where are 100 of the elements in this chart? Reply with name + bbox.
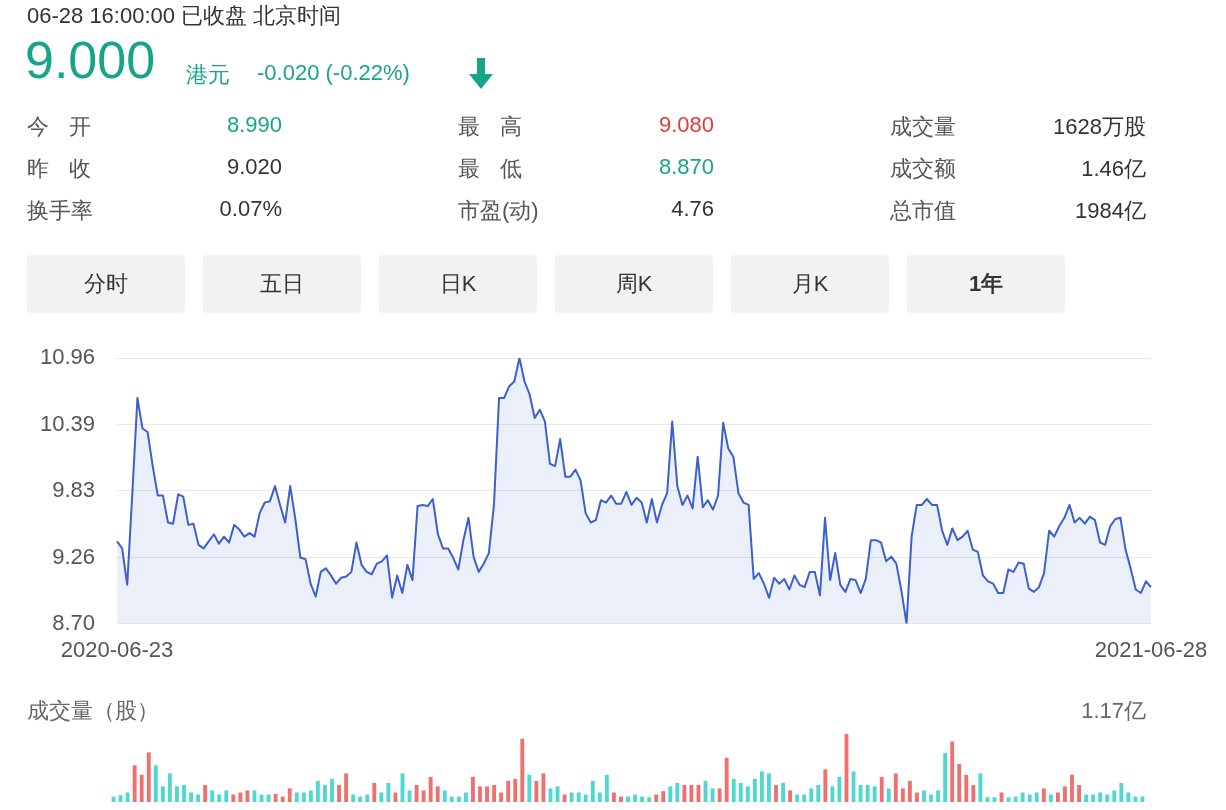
text: 港元 xyxy=(186,61,230,89)
bar xyxy=(752,778,757,802)
text: 分时 xyxy=(27,255,185,313)
text: 4.76 xyxy=(671,196,714,222)
bar xyxy=(386,782,391,802)
text: 最 高 xyxy=(458,113,523,141)
bar xyxy=(915,792,919,802)
bar xyxy=(837,776,842,802)
text: 日K xyxy=(379,255,537,313)
bar xyxy=(590,780,595,802)
text: 昨 收 xyxy=(27,155,92,183)
bar xyxy=(774,785,778,802)
bar xyxy=(731,778,736,802)
text: -0.020 (-0.22%) xyxy=(257,60,410,86)
bar xyxy=(710,788,715,802)
bar xyxy=(964,774,969,802)
text: 8.870 xyxy=(658,154,714,180)
bar xyxy=(1048,794,1053,802)
bar xyxy=(527,774,532,802)
y-tick-label: 10.39 xyxy=(39,411,96,437)
bar xyxy=(231,794,236,802)
text: 总市值 xyxy=(890,197,956,225)
bar xyxy=(280,796,285,802)
bar xyxy=(210,790,215,802)
text: 0.07% xyxy=(219,196,282,222)
bar xyxy=(886,788,891,802)
bar xyxy=(929,794,933,802)
bar xyxy=(633,794,637,802)
bar xyxy=(626,796,630,802)
bar xyxy=(203,785,208,802)
text: 五日 xyxy=(203,255,361,313)
bar xyxy=(1091,794,1096,802)
text: 月K xyxy=(731,255,889,313)
bar xyxy=(421,790,426,802)
text: 1.46亿 xyxy=(1081,155,1146,183)
bar xyxy=(1020,792,1025,802)
bar xyxy=(1063,786,1067,802)
text: 1年 xyxy=(907,255,1065,313)
y-tick-label: 9.83 xyxy=(52,476,96,502)
bar xyxy=(675,782,680,802)
bar xyxy=(393,792,398,802)
text: 06-28 16:00:00 已收盘 北京时间 xyxy=(27,2,342,30)
bar xyxy=(1098,792,1103,802)
y-tick-label: 10.96 xyxy=(39,344,96,370)
bar xyxy=(118,795,123,802)
bar xyxy=(985,797,990,802)
bar xyxy=(471,776,475,802)
bar xyxy=(442,790,447,802)
bar xyxy=(160,786,165,802)
bar xyxy=(1112,790,1117,802)
text: 换手率 xyxy=(27,197,93,225)
bar xyxy=(315,780,320,802)
bar xyxy=(689,785,694,802)
text: 1.17亿 xyxy=(1081,697,1146,725)
bar xyxy=(661,791,666,802)
bar xyxy=(1034,792,1039,802)
y-tick-label: 9.26 xyxy=(52,543,96,569)
bar xyxy=(1126,792,1131,802)
bar xyxy=(330,778,334,802)
bar xyxy=(569,792,574,802)
bar xyxy=(795,794,800,802)
bar xyxy=(957,763,962,802)
bar xyxy=(1077,785,1081,802)
bar xyxy=(365,794,370,802)
text: 8.990 xyxy=(226,112,282,138)
bar xyxy=(654,794,659,802)
bar xyxy=(132,765,137,802)
bar xyxy=(153,765,158,802)
bar xyxy=(139,774,144,802)
bar xyxy=(541,773,546,802)
bar xyxy=(767,773,771,802)
bar xyxy=(717,788,722,802)
bar xyxy=(978,773,983,802)
text: 1984亿 xyxy=(1075,197,1146,225)
text: 成交额 xyxy=(890,155,956,183)
bar xyxy=(1041,788,1046,802)
bar xyxy=(294,792,299,802)
bar xyxy=(273,793,278,802)
bar xyxy=(534,780,539,802)
bar xyxy=(1105,794,1110,802)
bar xyxy=(224,790,229,802)
bar xyxy=(647,797,652,802)
text: 市盈(动) xyxy=(458,197,539,225)
bar xyxy=(506,780,511,802)
bar xyxy=(414,785,419,802)
bar xyxy=(196,794,201,802)
text: 最 低 xyxy=(458,155,523,183)
bar xyxy=(456,796,461,802)
bar xyxy=(872,786,877,802)
bar xyxy=(323,785,327,802)
bar xyxy=(724,757,729,802)
bar xyxy=(597,792,602,802)
bar xyxy=(463,792,468,802)
bar xyxy=(745,786,750,802)
bar xyxy=(604,774,609,802)
bar xyxy=(907,780,912,802)
bar xyxy=(809,788,814,802)
bar xyxy=(435,786,440,802)
bar xyxy=(1013,796,1018,802)
bar xyxy=(900,788,905,802)
